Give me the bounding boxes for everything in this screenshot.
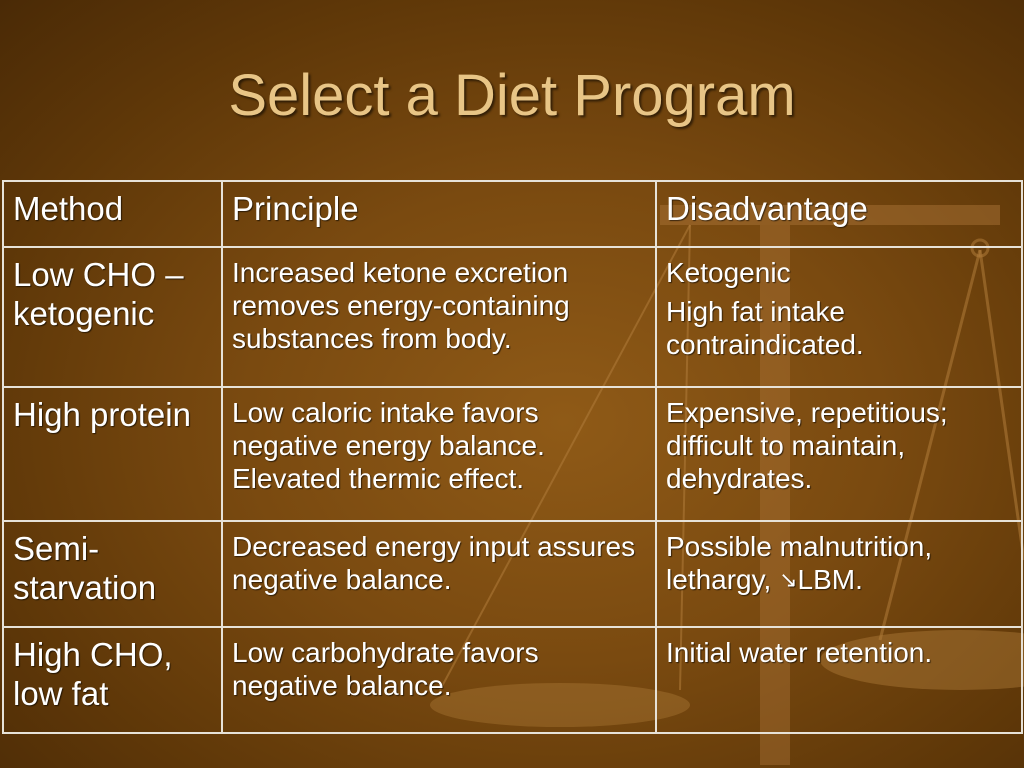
principle-cell: Increased ketone excretion removes energ… — [221, 246, 657, 388]
disadvantage-line: High fat intake contraindicated. — [666, 296, 864, 361]
principle-cell: Low caloric intake favors negative energ… — [221, 386, 657, 522]
method-cell: High CHO, low fat — [2, 626, 223, 734]
disadvantage-cell: Ketogenic High fat intake contraindicate… — [655, 246, 1023, 388]
table-row: High protein Low caloric intake favors n… — [2, 386, 1023, 522]
method-cell: Semi-starvation — [2, 520, 223, 628]
decrease-arrow-icon: ↘ — [779, 567, 798, 593]
header-disadvantage: Disadvantage — [655, 180, 1023, 248]
table-row: Low CHO – ketogenic Increased ketone exc… — [2, 246, 1023, 388]
disadvantage-cell: Expensive, repetitious; difficult to mai… — [655, 386, 1023, 522]
table-row: Semi-starvation Decreased energy input a… — [2, 520, 1023, 628]
table-row: High CHO, low fat Low carbohydrate favor… — [2, 626, 1023, 734]
table-header-row: Method Principle Disadvantage — [2, 180, 1023, 248]
method-cell: High protein — [2, 386, 223, 522]
disadvantage-text: LBM. — [797, 564, 863, 596]
diet-program-table: Method Principle Disadvantage Low CHO – … — [2, 180, 1023, 734]
header-method: Method — [2, 180, 223, 248]
disadvantage-line: Ketogenic — [666, 257, 791, 288]
disadvantage-cell: Possible malnutrition, lethargy, ↘LBM. — [655, 520, 1023, 628]
method-cell: Low CHO – ketogenic — [2, 246, 223, 388]
disadvantage-cell: Initial water retention. — [655, 626, 1023, 734]
principle-cell: Low carbohydrate favors negative balance… — [221, 626, 657, 734]
header-principle: Principle — [221, 180, 657, 248]
slide-title: Select a Diet Program — [228, 63, 796, 128]
disadvantage-text: Possible malnutrition, lethargy, — [666, 531, 933, 596]
principle-cell: Decreased energy input assures negative … — [221, 520, 657, 628]
